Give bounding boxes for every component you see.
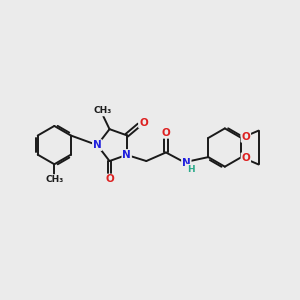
Text: N: N xyxy=(93,140,102,150)
Text: O: O xyxy=(105,174,114,184)
Text: O: O xyxy=(242,153,250,163)
Text: O: O xyxy=(162,128,170,138)
Text: CH₃: CH₃ xyxy=(45,175,63,184)
Text: N: N xyxy=(122,150,131,160)
Text: N: N xyxy=(182,158,191,169)
Text: O: O xyxy=(242,132,250,142)
Text: O: O xyxy=(139,118,148,128)
Text: CH₃: CH₃ xyxy=(93,106,111,116)
Text: H: H xyxy=(187,165,194,174)
